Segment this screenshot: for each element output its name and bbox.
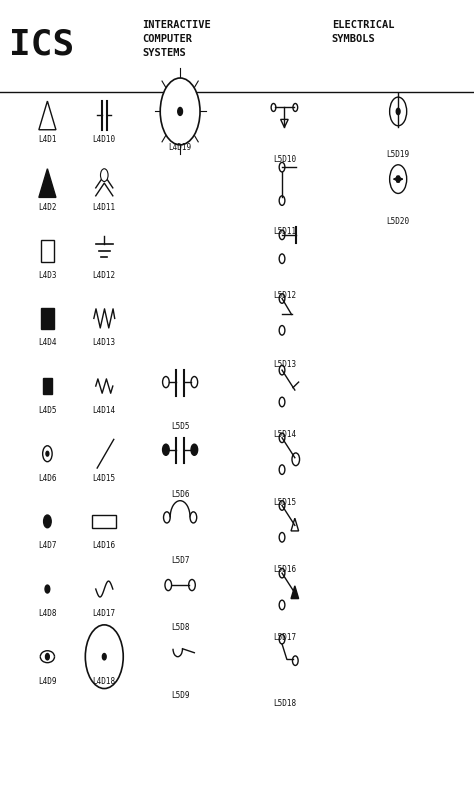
Text: L4D6: L4D6 — [38, 474, 57, 482]
Circle shape — [292, 656, 298, 665]
Circle shape — [178, 107, 182, 115]
Circle shape — [44, 515, 51, 528]
Circle shape — [279, 254, 285, 263]
Text: L5D11: L5D11 — [273, 227, 296, 236]
Circle shape — [191, 444, 198, 455]
Circle shape — [279, 365, 285, 375]
Text: L4D19: L4D19 — [169, 143, 191, 152]
Text: L5D8: L5D8 — [171, 623, 190, 632]
Text: L4D9: L4D9 — [38, 677, 57, 685]
FancyBboxPatch shape — [41, 308, 54, 329]
Circle shape — [279, 433, 285, 443]
Text: L4D3: L4D3 — [38, 271, 57, 279]
Text: L5D13: L5D13 — [273, 360, 296, 369]
Text: L5D17: L5D17 — [273, 633, 296, 642]
Text: L4D2: L4D2 — [38, 203, 57, 212]
Circle shape — [102, 654, 106, 660]
Circle shape — [189, 579, 195, 591]
Circle shape — [279, 397, 285, 407]
Text: L5D18: L5D18 — [273, 699, 296, 708]
Circle shape — [271, 103, 276, 111]
FancyBboxPatch shape — [92, 515, 116, 528]
Circle shape — [279, 230, 285, 240]
Text: L5D19: L5D19 — [387, 150, 410, 158]
Text: L4D5: L4D5 — [38, 406, 57, 415]
Circle shape — [163, 377, 169, 388]
Text: L5D5: L5D5 — [171, 422, 190, 431]
Polygon shape — [291, 586, 299, 599]
Circle shape — [45, 585, 50, 593]
Circle shape — [163, 444, 169, 455]
Circle shape — [279, 533, 285, 542]
Text: L4D12: L4D12 — [93, 271, 116, 279]
Circle shape — [279, 501, 285, 510]
FancyBboxPatch shape — [41, 240, 54, 262]
Text: L5D20: L5D20 — [387, 217, 410, 226]
Polygon shape — [281, 119, 288, 127]
Circle shape — [390, 165, 407, 193]
Circle shape — [396, 176, 400, 182]
Circle shape — [190, 512, 197, 523]
Text: L5D7: L5D7 — [171, 556, 190, 564]
Text: ELECTRICAL
SYMBOLS: ELECTRICAL SYMBOLS — [332, 20, 394, 44]
Circle shape — [279, 465, 285, 474]
Text: L4D16: L4D16 — [93, 541, 116, 550]
Circle shape — [279, 196, 285, 205]
Circle shape — [100, 169, 108, 181]
Text: L5D16: L5D16 — [273, 565, 296, 574]
Text: L4D8: L4D8 — [38, 609, 57, 618]
Circle shape — [396, 108, 400, 115]
Circle shape — [85, 625, 123, 689]
Circle shape — [164, 512, 170, 523]
Circle shape — [279, 162, 285, 172]
Circle shape — [279, 600, 285, 610]
Text: L5D6: L5D6 — [171, 490, 190, 498]
Circle shape — [279, 294, 285, 303]
Circle shape — [293, 103, 298, 111]
Text: L4D17: L4D17 — [93, 609, 116, 618]
Circle shape — [160, 78, 200, 145]
Text: L5D9: L5D9 — [171, 691, 190, 700]
Text: L4D1: L4D1 — [38, 135, 57, 144]
Circle shape — [43, 446, 52, 462]
Polygon shape — [291, 518, 299, 531]
Circle shape — [46, 654, 49, 660]
Text: L4D10: L4D10 — [93, 135, 116, 144]
Text: L5D15: L5D15 — [273, 498, 296, 506]
Text: L4D7: L4D7 — [38, 541, 57, 550]
FancyBboxPatch shape — [43, 378, 52, 394]
Text: L4D13: L4D13 — [93, 338, 116, 347]
Text: L4D4: L4D4 — [38, 338, 57, 347]
Text: L4D18: L4D18 — [93, 677, 116, 685]
Polygon shape — [39, 101, 56, 130]
Circle shape — [279, 634, 285, 644]
Text: L5D12: L5D12 — [273, 291, 296, 299]
Text: L4D11: L4D11 — [93, 203, 116, 212]
Circle shape — [390, 97, 407, 126]
Polygon shape — [39, 169, 56, 197]
Circle shape — [46, 451, 49, 456]
Circle shape — [292, 453, 300, 466]
Text: L4D15: L4D15 — [93, 474, 116, 482]
Text: L5D10: L5D10 — [273, 155, 296, 164]
Circle shape — [191, 377, 198, 388]
Circle shape — [279, 568, 285, 578]
Text: ICS: ICS — [9, 28, 75, 62]
Text: INTERACTIVE
COMPUTER
SYSTEMS: INTERACTIVE COMPUTER SYSTEMS — [142, 20, 211, 58]
Circle shape — [279, 326, 285, 335]
Text: L4D14: L4D14 — [93, 406, 116, 415]
Text: L5D14: L5D14 — [273, 430, 296, 439]
Circle shape — [165, 579, 172, 591]
